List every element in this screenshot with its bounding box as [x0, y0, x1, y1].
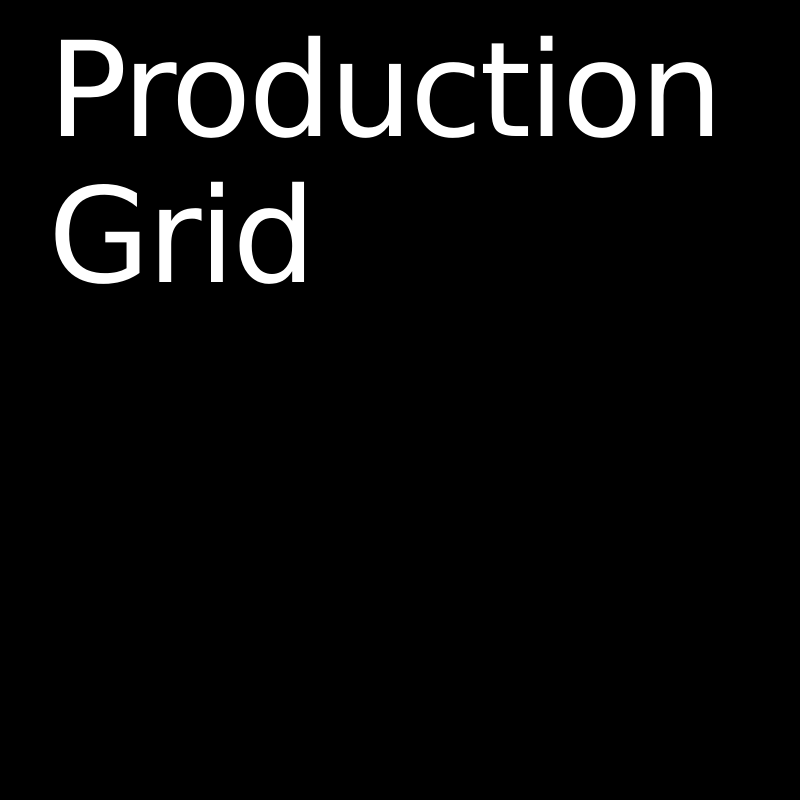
tile-title-line-2: Grid	[48, 160, 316, 314]
tile-title-line-1: Production	[48, 14, 723, 168]
tile-title: Production Grid	[48, 14, 723, 314]
